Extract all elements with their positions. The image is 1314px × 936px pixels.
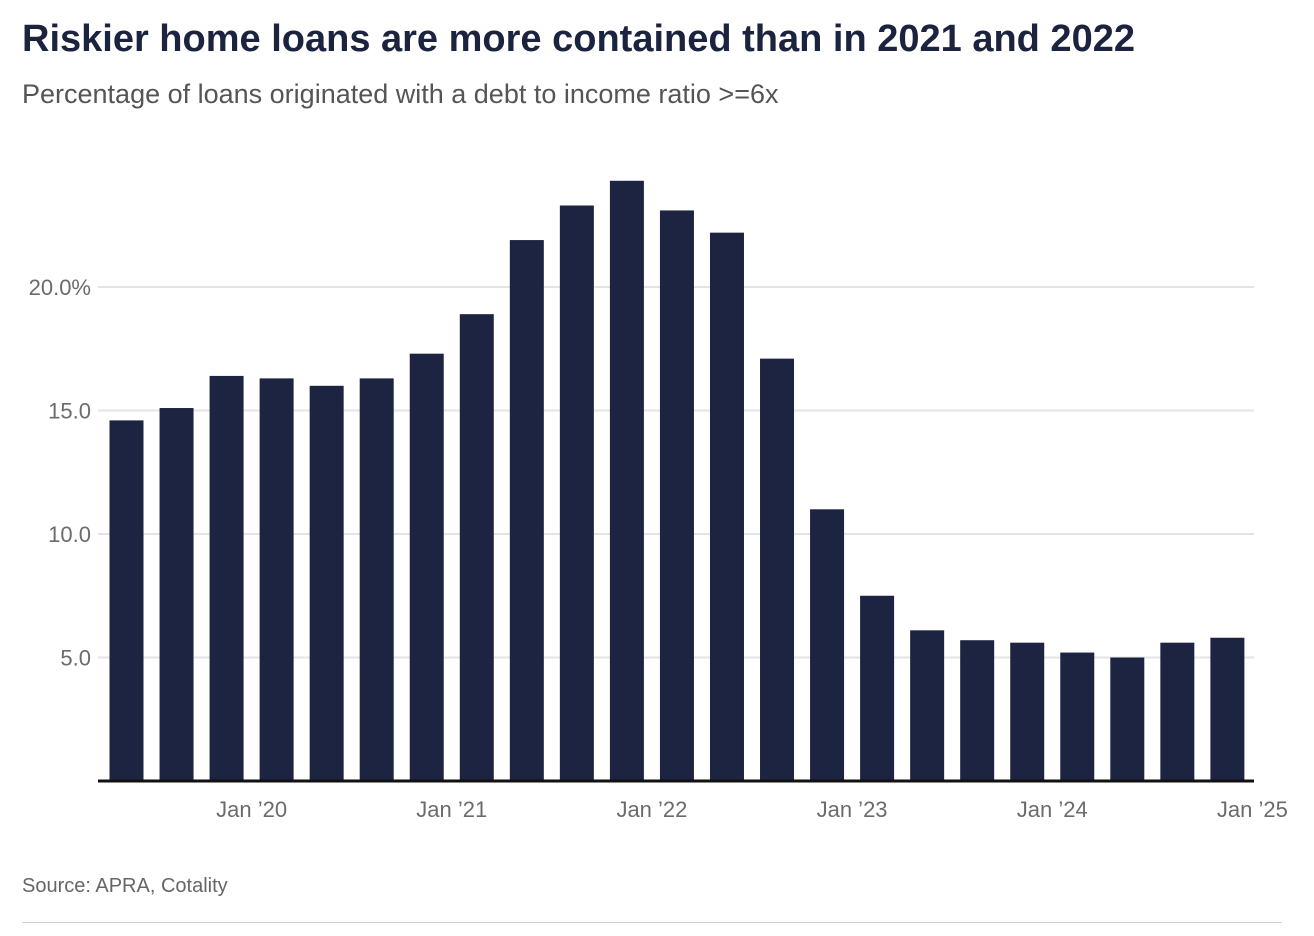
bar	[659, 210, 694, 781]
bar	[459, 314, 494, 781]
bar-series	[109, 180, 1245, 782]
bar	[1110, 657, 1145, 781]
x-tick-label: Jan ’21	[416, 797, 487, 822]
chart-title: Riskier home loans are more contained th…	[22, 18, 1135, 60]
bar	[109, 420, 144, 781]
bar	[259, 378, 294, 781]
bar	[359, 378, 394, 781]
source-note: Source: APRA, Cotality	[22, 875, 228, 897]
bar	[1160, 642, 1195, 781]
x-tick-label: Jan ’25	[1217, 797, 1288, 822]
bar	[609, 180, 644, 782]
bar	[910, 630, 945, 781]
x-tick-labels: Jan ’20 Jan ’21 Jan ’22 Jan ’23 Jan ’24 Jan ’…	[216, 797, 1288, 822]
y-tick-label: 5.0	[60, 646, 91, 671]
x-tick-label: Jan ’24	[1017, 797, 1088, 822]
bar	[1010, 642, 1045, 781]
bar	[159, 408, 194, 781]
bar	[960, 640, 995, 781]
bar-chart: 5.010.015.020.0% Jan ’20 Jan ’21 Jan ’22 Ja…	[29, 180, 1288, 822]
bar	[760, 358, 795, 781]
bar	[1060, 652, 1095, 781]
bar	[509, 240, 544, 781]
bar	[209, 375, 244, 781]
bar	[559, 205, 594, 782]
x-tick-label: Jan ’22	[616, 797, 687, 822]
bar	[1210, 637, 1245, 781]
y-tick-labels: 5.0 10.0 15.0 20.0%	[29, 275, 91, 671]
x-tick-label: Jan ’23	[817, 797, 888, 822]
bar	[409, 353, 444, 781]
y-tick-label: 10.0	[48, 522, 91, 547]
x-tick-label: Jan ’20	[216, 797, 287, 822]
bar	[309, 385, 344, 781]
y-tick-label: 20.0%	[29, 275, 91, 300]
chart-subtitle: Percentage of loans originated with a de…	[22, 79, 779, 109]
y-tick-label: 15.0	[48, 399, 91, 424]
bar	[810, 509, 845, 781]
bar	[709, 232, 744, 781]
footer-divider	[22, 922, 1282, 923]
bar	[860, 595, 895, 781]
